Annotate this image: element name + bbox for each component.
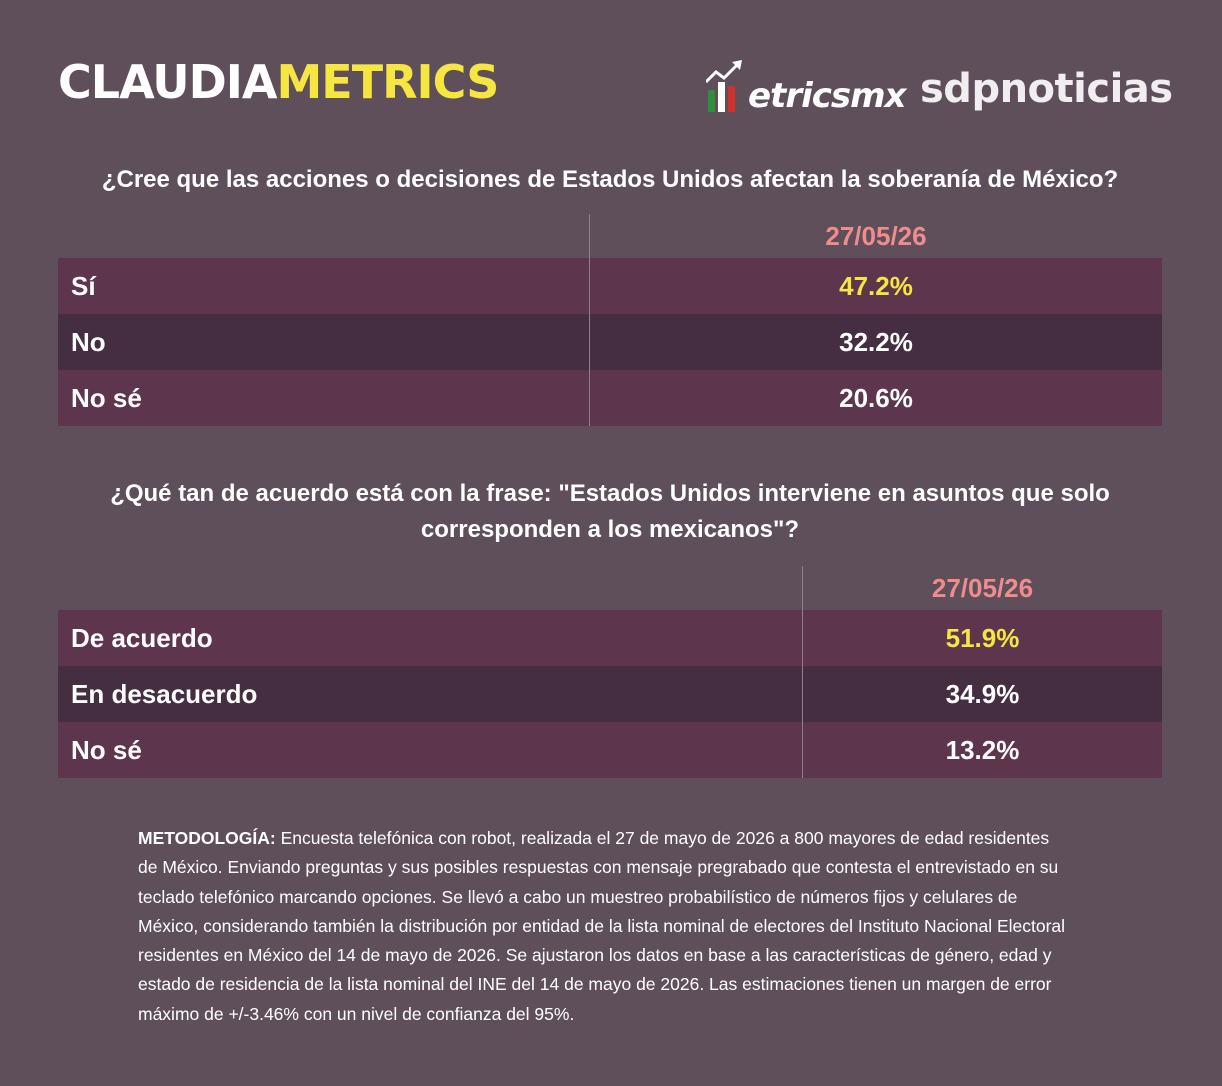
table-row: No 32.2% xyxy=(58,314,1162,370)
row-label: No xyxy=(71,327,106,357)
row-label: No sé xyxy=(71,383,142,413)
metricsmx-logo: etricsmx xyxy=(706,60,906,116)
table-row: Sí 47.2% xyxy=(58,258,1162,314)
row-label: De acuerdo xyxy=(71,623,213,653)
column-divider xyxy=(802,566,803,778)
table-2: 27/05/26 De acuerdo 51.9% En desacuerdo … xyxy=(58,566,1162,778)
row-value: 47.2% xyxy=(839,271,913,301)
question-2-title: ¿Qué tan de acuerdo está con la frase: "… xyxy=(110,480,1110,543)
methodology-text: METODOLOGÍA: Encuesta telefónica con rob… xyxy=(138,824,1068,1029)
methodology-label: METODOLOGÍA: xyxy=(138,828,276,848)
row-value: 20.6% xyxy=(839,383,913,413)
row-value: 34.9% xyxy=(945,679,1020,709)
methodology-body: Encuesta telefónica con robot, realizada… xyxy=(138,828,1066,1024)
metricsmx-bars-icon xyxy=(706,60,742,112)
table-row: No sé 13.2% xyxy=(58,722,1162,778)
brand-part-1: CLAUDIA xyxy=(58,55,278,109)
table-row: De acuerdo 51.9% xyxy=(58,610,1162,666)
row-label: En desacuerdo xyxy=(71,679,258,709)
table-row: No sé 20.6% xyxy=(58,370,1162,426)
row-label: No sé xyxy=(71,735,142,765)
brand-part-2: METRICS xyxy=(276,55,500,109)
sdpnoticias-logo: sdpnoticias xyxy=(920,66,1173,112)
row-label: Sí xyxy=(71,271,96,301)
column-header-date: 27/05/26 xyxy=(931,573,1034,603)
metricsmx-text: etricsmx xyxy=(748,76,906,116)
claudiametrics-logo: CLAUDIAMETRICS xyxy=(58,55,500,109)
column-divider xyxy=(589,214,590,426)
table-row: En desacuerdo 34.9% xyxy=(58,666,1162,722)
table-1: 27/05/26 Sí 47.2% No 32.2% No sé 20.6% xyxy=(58,214,1162,426)
row-value: 51.9% xyxy=(945,623,1020,653)
row-value: 32.2% xyxy=(839,327,913,357)
question-1-title: ¿Cree que las acciones o decisiones de E… xyxy=(101,166,1119,193)
column-header-date: 27/05/26 xyxy=(825,221,927,251)
header: CLAUDIAMETRICS etricsmx sdpnoticias xyxy=(0,0,1222,130)
row-value: 13.2% xyxy=(945,735,1020,765)
